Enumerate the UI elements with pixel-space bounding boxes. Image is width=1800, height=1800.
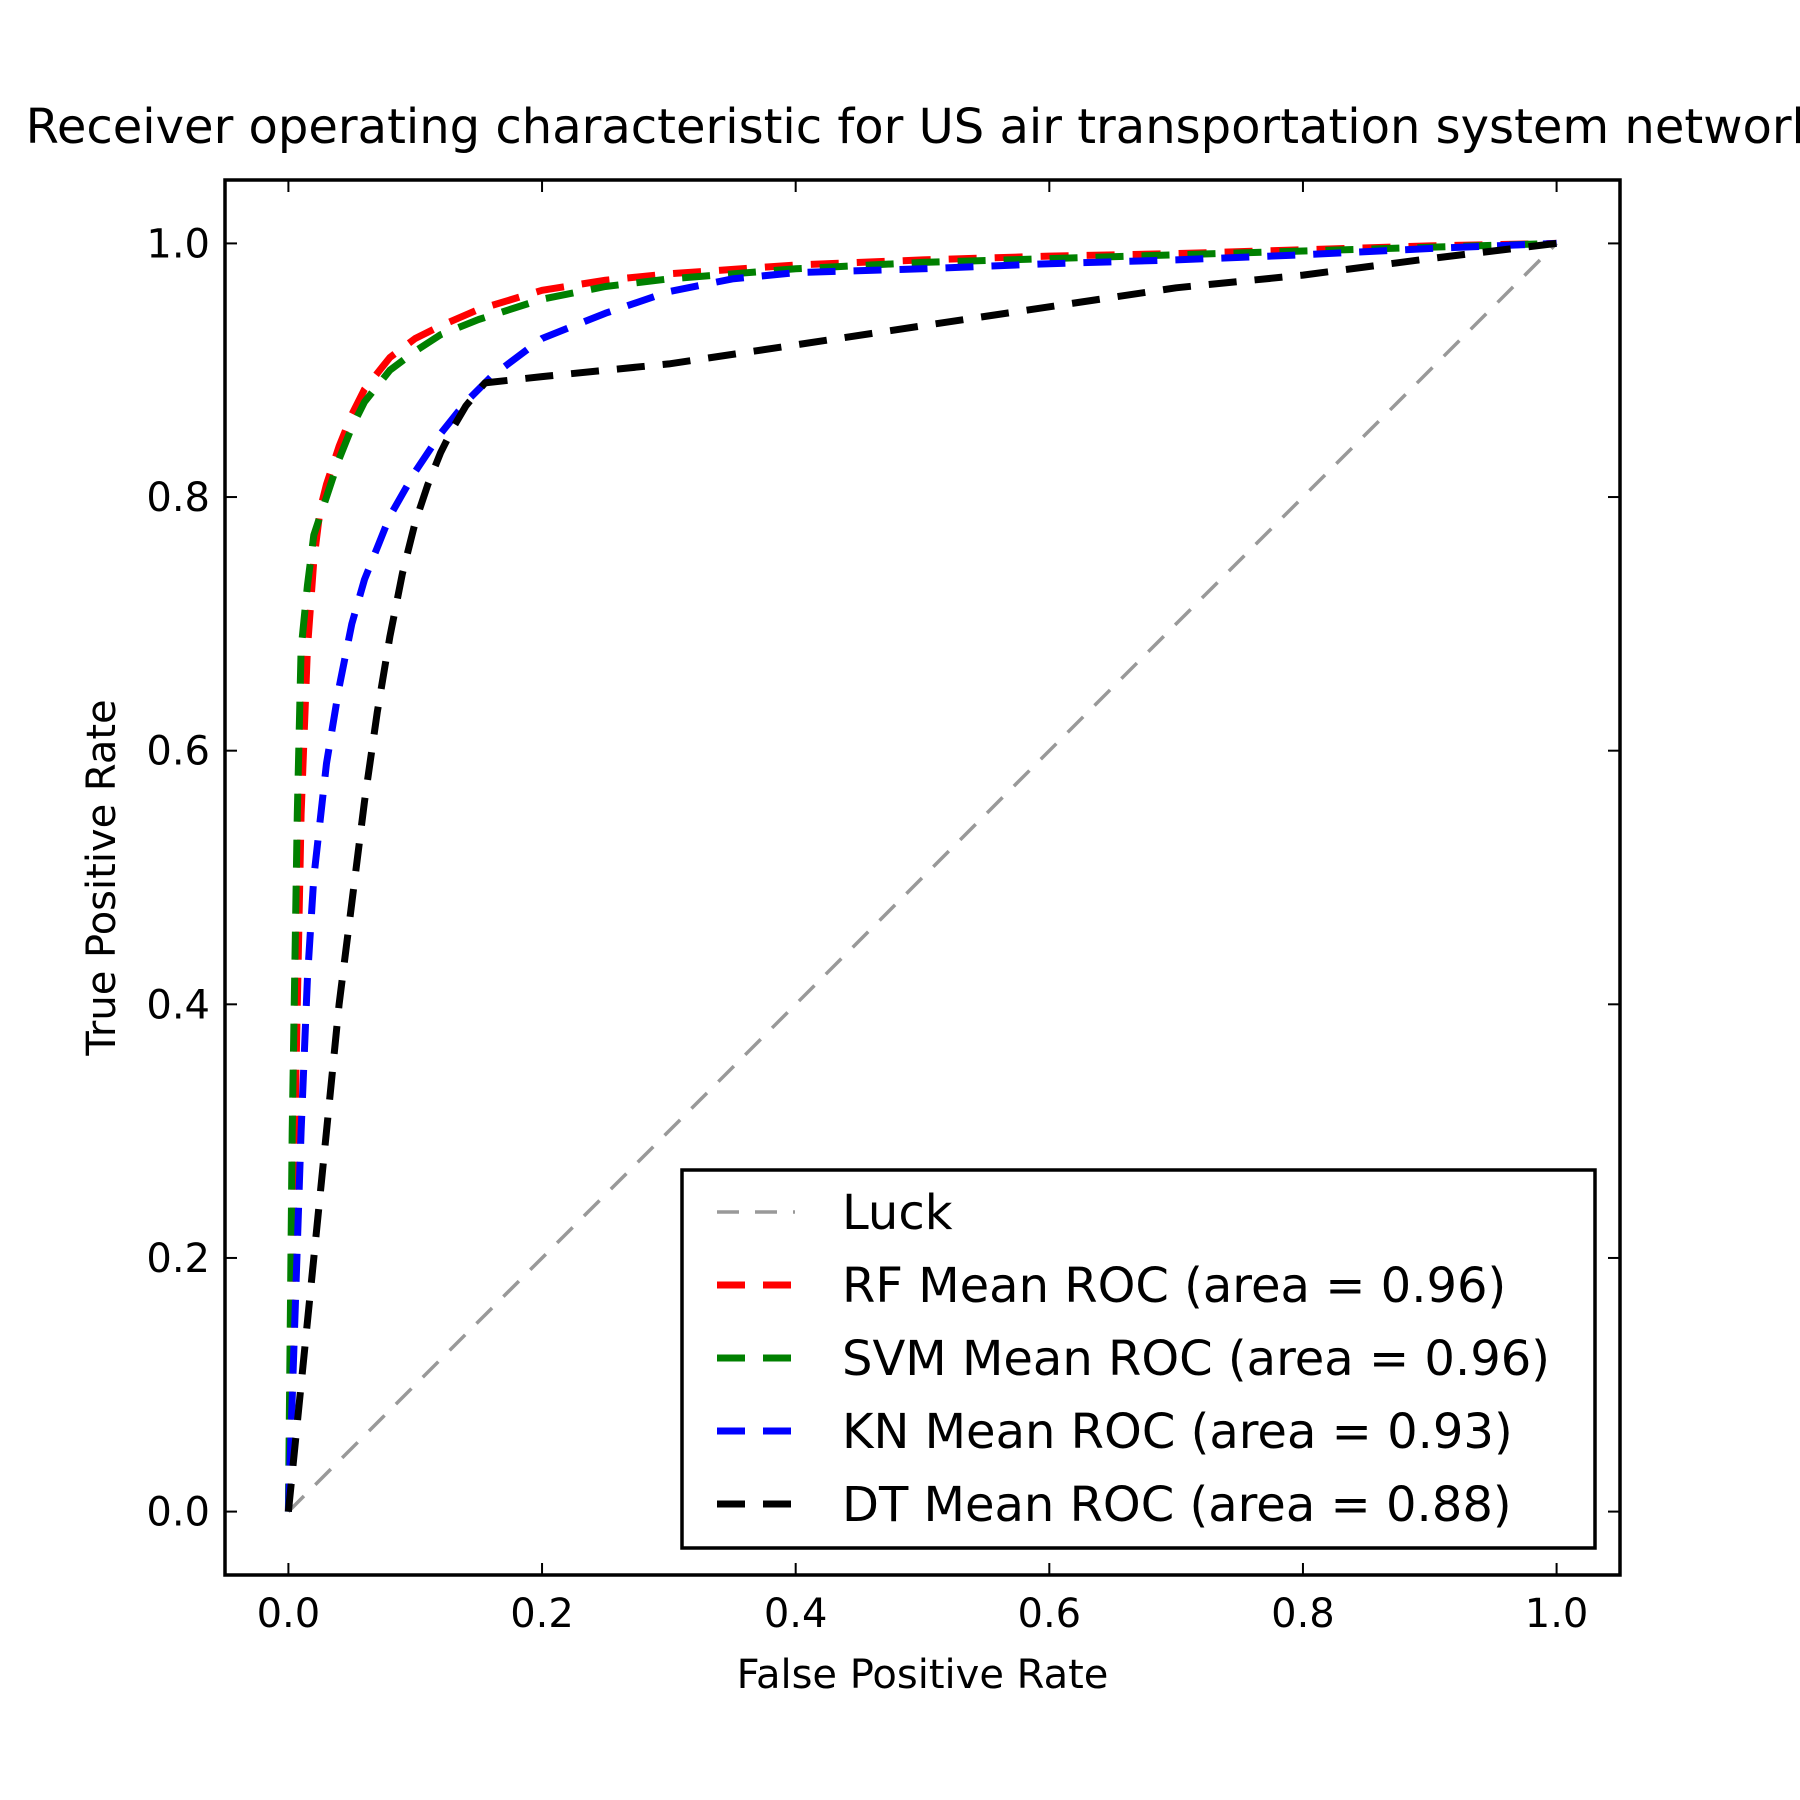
legend-label-4: DT Mean ROC (area = 0.88) — [842, 1477, 1512, 1533]
y-tick-label: 0.8 — [146, 475, 210, 521]
x-tick-label: 0.4 — [764, 1591, 828, 1637]
y-tick-label: 0.4 — [146, 982, 210, 1028]
x-tick-label: 0.2 — [510, 1591, 574, 1637]
plot-area-frame — [223, 178, 1622, 1577]
x-tick-label: 1.0 — [1525, 1591, 1589, 1637]
x-tick-label: 0.6 — [1018, 1591, 1082, 1637]
series-line-4 — [284, 239, 1558, 1512]
chart-title: Receiver operating characteristic for US… — [26, 99, 1800, 155]
y-tick-label: 0.6 — [146, 729, 210, 775]
x-axis-label: False Positive Rate — [737, 1652, 1109, 1698]
axis-ticks: 0.0 0.2 0.4 0.6 0.8 1.0 0.0 0.2 0.4 0.6 0.8 1.0 — [146, 180, 1620, 1637]
series-line-0 — [287, 242, 1558, 1513]
y-tick-label: 0.2 — [146, 1236, 210, 1282]
y-tick-label: 1.0 — [146, 221, 210, 267]
y-axis-label: True Positive Rate — [79, 699, 125, 1056]
x-tick-label: 0.0 — [257, 1591, 321, 1637]
y-tick-label: 0.0 — [146, 1490, 210, 1536]
legend-label-0: Luck — [842, 1185, 953, 1241]
legend-label-1: RF Mean ROC (area = 0.96) — [842, 1258, 1506, 1314]
legend-label-2: SVM Mean ROC (area = 0.96) — [842, 1331, 1550, 1387]
legend: Luck RF Mean ROC (area = 0.96) SVM Mean RO… — [680, 1168, 1597, 1550]
legend-frame — [680, 1168, 1597, 1550]
x-tick-label: 0.8 — [1271, 1591, 1335, 1637]
series-line-1 — [284, 239, 1557, 1512]
series-line-2 — [284, 239, 1557, 1512]
legend-label-3: KN Mean ROC (area = 0.93) — [842, 1404, 1513, 1460]
series-lines — [284, 239, 1558, 1513]
series-line-3 — [284, 239, 1557, 1512]
